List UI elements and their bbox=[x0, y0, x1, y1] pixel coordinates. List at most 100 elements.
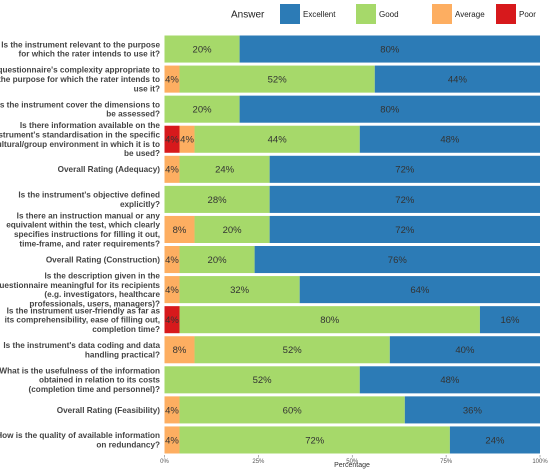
data-label-excellent-row-11: 40% bbox=[455, 345, 475, 356]
data-label-excellent-row-13: 36% bbox=[463, 405, 483, 416]
question-label-row-14: How is the quality of available informat… bbox=[0, 431, 160, 449]
data-label-average-row-5: 4% bbox=[165, 165, 179, 176]
bar-excellent-row-10 bbox=[479, 306, 540, 334]
data-label-excellent-row-5: 72% bbox=[395, 165, 415, 176]
bar-excellent-row-7 bbox=[269, 215, 540, 243]
bar-average-row-11 bbox=[164, 336, 195, 364]
legend-label-excellent: Excellent bbox=[303, 10, 336, 19]
bar-average-row-5 bbox=[164, 155, 180, 183]
x-tick-label: 50% bbox=[346, 459, 359, 465]
data-label-excellent-row-8: 76% bbox=[388, 255, 408, 266]
plot-area: 20% 80%4% 52% 44%20% 80%4% 4% 44% 48%4% 24% 72%28… bbox=[164, 35, 540, 454]
bar-good-row-7 bbox=[194, 215, 270, 243]
data-label-excellent-row-4: 48% bbox=[440, 135, 460, 146]
data-label-good-row-5: 24% bbox=[215, 165, 235, 176]
bar-poor-row-10 bbox=[164, 306, 180, 334]
bar-good-row-6 bbox=[164, 185, 270, 213]
bar-excellent-row-4 bbox=[359, 125, 540, 153]
legend-swatch-average bbox=[432, 4, 452, 24]
question-label-row-10: Is the instrument user-friendly as far a… bbox=[5, 306, 161, 334]
data-label-excellent-row-2: 44% bbox=[448, 75, 468, 86]
data-label-excellent-row-12: 48% bbox=[440, 375, 460, 386]
question-label-row-11: Is the instrument's data coding and data… bbox=[3, 341, 160, 359]
bar-excellent-row-3 bbox=[239, 95, 540, 123]
data-label-good-row-3: 20% bbox=[193, 105, 213, 116]
data-label-excellent-row-10: 16% bbox=[500, 315, 520, 326]
legend-title: Answer bbox=[231, 10, 265, 21]
bar-excellent-row-5 bbox=[269, 155, 540, 183]
legend: Answer Excellent Good Average Poor bbox=[231, 4, 536, 24]
bar-average-row-2 bbox=[164, 65, 180, 93]
question-label-row-7: Is there an instruction manual or any equ… bbox=[6, 211, 160, 248]
data-label-good-row-14: 72% bbox=[305, 435, 325, 446]
bar-excellent-row-2 bbox=[374, 65, 540, 93]
question-label-row-5: Overall Rating (Adequacy) bbox=[58, 165, 161, 174]
bar-excellent-row-12 bbox=[359, 366, 540, 394]
bar-excellent-row-6 bbox=[269, 185, 540, 213]
data-label-average-row-4: 4% bbox=[180, 135, 194, 146]
bar-good-row-2 bbox=[179, 65, 375, 93]
legend-swatch-excellent bbox=[280, 4, 300, 24]
bar-good-row-4 bbox=[194, 125, 360, 153]
bar-average-row-13 bbox=[164, 396, 180, 424]
legend-label-poor: Poor bbox=[519, 10, 536, 19]
data-label-poor-row-4: 4% bbox=[165, 135, 179, 146]
data-label-good-row-2: 52% bbox=[268, 75, 288, 86]
bar-excellent-row-14 bbox=[449, 426, 540, 454]
bar-good-row-13 bbox=[179, 396, 405, 424]
bar-poor-row-4 bbox=[164, 125, 180, 153]
data-label-average-row-9: 4% bbox=[165, 285, 179, 296]
bar-good-row-5 bbox=[179, 155, 270, 183]
legend-label-good: Good bbox=[379, 10, 399, 19]
bar-excellent-row-8 bbox=[254, 246, 540, 274]
bar-average-row-7 bbox=[164, 215, 195, 243]
question-label-row-4: Is there information available on the ins… bbox=[0, 121, 160, 158]
data-label-average-row-13: 4% bbox=[165, 405, 179, 416]
data-label-excellent-row-14: 24% bbox=[485, 435, 505, 446]
data-label-average-row-11: 8% bbox=[173, 345, 187, 356]
data-label-good-row-7: 20% bbox=[223, 225, 243, 236]
x-tick-label: 0% bbox=[160, 459, 169, 465]
bar-good-row-10 bbox=[179, 306, 480, 334]
bar-excellent-row-11 bbox=[389, 336, 540, 364]
data-label-excellent-row-9: 64% bbox=[410, 285, 430, 296]
data-label-excellent-row-3: 80% bbox=[380, 105, 400, 116]
question-label-row-6: Is the instrument's objective defined exp… bbox=[18, 191, 160, 209]
question-label-row-13: Overall Rating (Feasibility) bbox=[57, 406, 161, 415]
question-label-row-8: Overall Rating (Construction) bbox=[46, 255, 160, 264]
data-label-average-row-7: 8% bbox=[173, 225, 187, 236]
bar-average-row-9 bbox=[164, 276, 180, 304]
bar-excellent-row-9 bbox=[299, 276, 540, 304]
data-label-good-row-13: 60% bbox=[283, 405, 303, 416]
data-label-good-row-11: 52% bbox=[283, 345, 303, 356]
x-axis: Percentage 0% 25% 50% 75% 100% bbox=[160, 455, 548, 469]
bar-good-row-1 bbox=[164, 35, 240, 63]
data-label-poor-row-10: 4% bbox=[165, 315, 179, 326]
data-label-excellent-row-6: 72% bbox=[395, 195, 415, 206]
bar-excellent-row-13 bbox=[404, 396, 540, 424]
data-label-good-row-8: 20% bbox=[208, 255, 228, 266]
data-label-good-row-4: 44% bbox=[268, 135, 288, 146]
data-label-average-row-14: 4% bbox=[165, 435, 179, 446]
data-label-good-row-6: 28% bbox=[208, 195, 228, 206]
data-label-average-row-2: 4% bbox=[165, 75, 179, 86]
question-label-row-1: Is the instrument relevant to the purpos… bbox=[1, 40, 160, 58]
question-label-row-3: Does the instrument cover the dimensions… bbox=[0, 100, 160, 118]
bar-good-row-14 bbox=[179, 426, 450, 454]
x-axis-title: Percentage bbox=[334, 462, 370, 469]
data-label-excellent-row-7: 72% bbox=[395, 225, 415, 236]
question-labels: Is the instrument relevant to the purpos… bbox=[0, 40, 160, 449]
data-label-good-row-12: 52% bbox=[253, 375, 273, 386]
bar-good-row-3 bbox=[164, 95, 240, 123]
data-label-good-row-9: 32% bbox=[230, 285, 250, 296]
legend-label-average: Average bbox=[455, 10, 485, 19]
x-tick-label: 25% bbox=[252, 459, 265, 465]
question-label-row-12: What is the usefulness of the informatio… bbox=[0, 366, 160, 394]
question-label-row-9: Is the description given in the questionn… bbox=[0, 272, 160, 309]
data-label-excellent-row-1: 80% bbox=[380, 44, 400, 55]
data-label-good-row-1: 20% bbox=[193, 44, 213, 55]
data-label-average-row-8: 4% bbox=[165, 255, 179, 266]
legend-swatch-poor bbox=[496, 4, 516, 24]
bar-good-row-11 bbox=[194, 336, 390, 364]
